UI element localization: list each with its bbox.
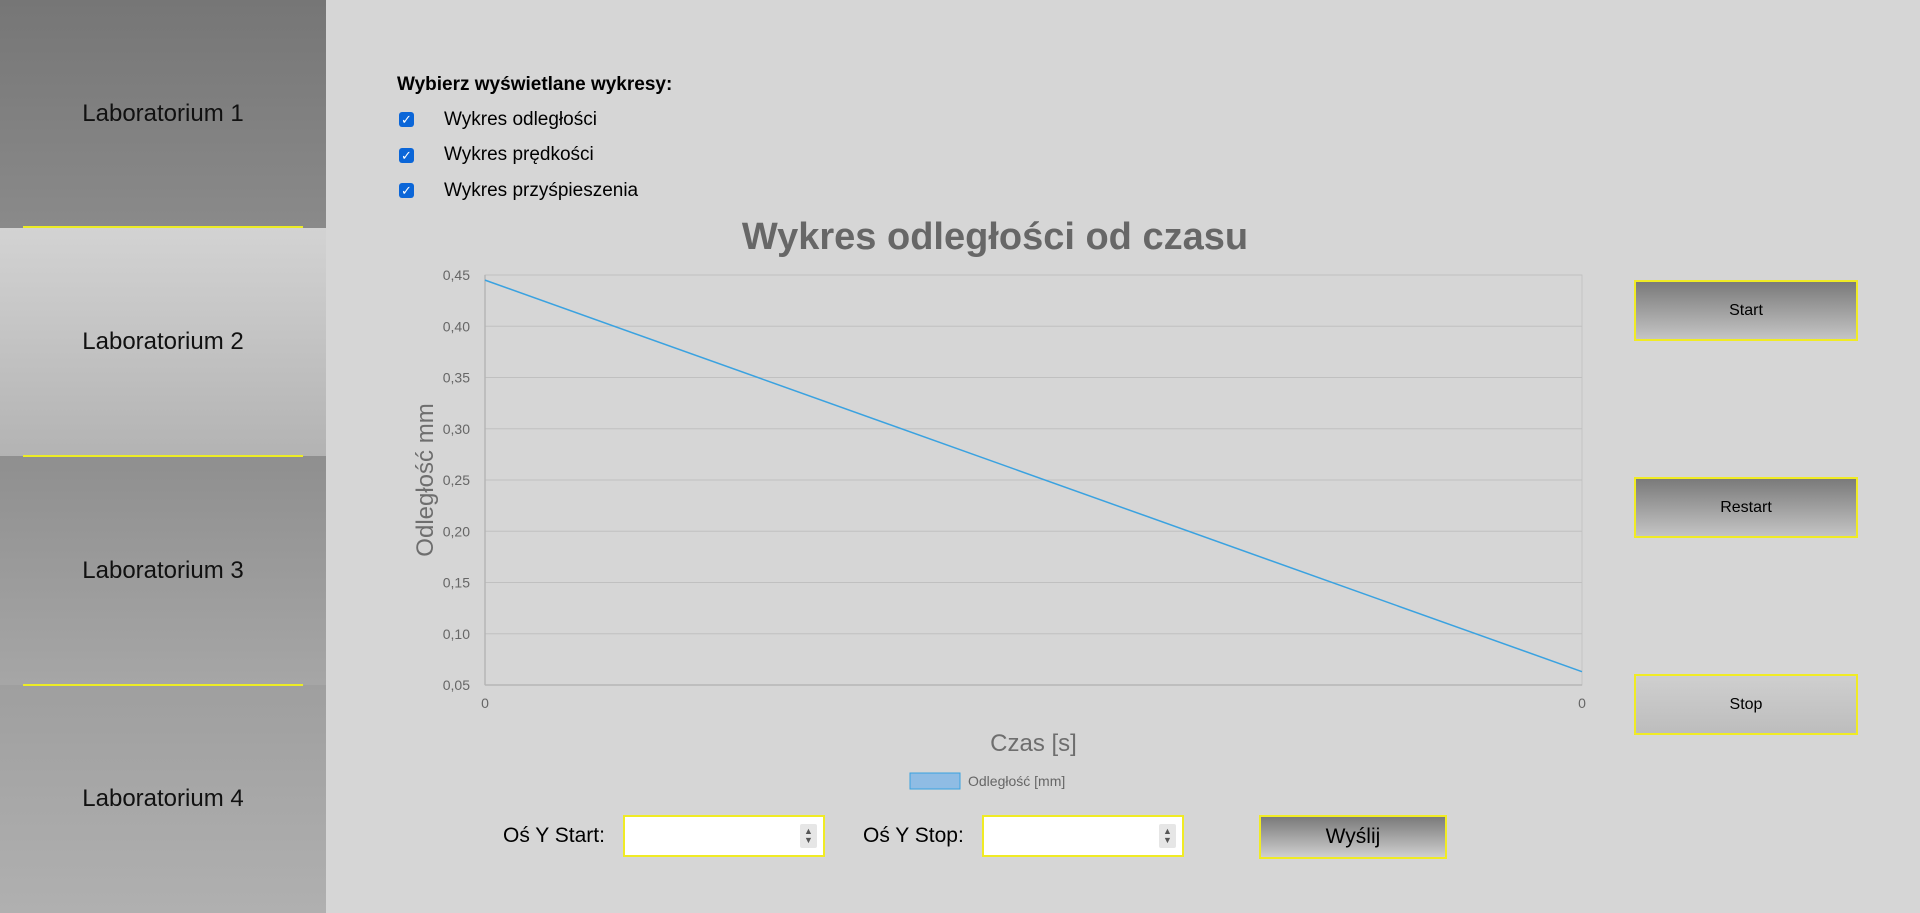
sidebar-divider bbox=[23, 455, 303, 457]
chart-selector-title: Wybierz wyświetlane wykresy: bbox=[397, 74, 673, 95]
checkbox-label: Wykres odległości bbox=[444, 108, 597, 130]
checkbox-acceleration[interactable]: ✓ bbox=[399, 183, 414, 199]
sidebar-divider bbox=[23, 684, 303, 686]
y-axis-title: Odległość mm bbox=[412, 403, 439, 556]
y-tick-label: 0,15 bbox=[443, 575, 470, 591]
send-button[interactable]: Wyślij bbox=[1259, 815, 1447, 859]
checkbox-distance[interactable]: ✓ bbox=[399, 112, 414, 128]
y-tick-label: 0,05 bbox=[443, 677, 470, 693]
checkbox-row-acceleration: ✓ Wykres przyśpieszenia bbox=[397, 173, 672, 209]
y-start-label: Oś Y Start: bbox=[503, 824, 605, 847]
sidebar-item-laboratorium-1[interactable]: Laboratorium 1 bbox=[0, 0, 326, 228]
legend-label: Odległość [mm] bbox=[968, 773, 1065, 789]
sidebar-divider bbox=[23, 226, 303, 228]
restart-button[interactable]: Restart bbox=[1634, 477, 1858, 538]
checkbox-label: Wykres prędkości bbox=[444, 144, 594, 166]
distance-chart: 0,45 0,40 0,35 0,30 0,25 0,20 0,15 0,10 0,05 0 0 Cz… bbox=[412, 267, 1586, 790]
y-tick-label: 0,20 bbox=[443, 523, 470, 539]
x-tick-label: 0 bbox=[481, 695, 489, 711]
checkbox-row-velocity: ✓ Wykres prędkości bbox=[397, 138, 672, 174]
y-tick-label: 0,40 bbox=[443, 318, 470, 334]
sidebar-item-label: Laboratorium 2 bbox=[82, 328, 244, 355]
y-tick-label: 0,30 bbox=[443, 421, 470, 437]
spinner-icon[interactable]: ▲ ▼ bbox=[800, 824, 817, 848]
checkbox-row-distance: ✓ Wykres odległości bbox=[397, 102, 672, 138]
checkbox-label: Wykres przyśpieszenia bbox=[444, 179, 639, 201]
y-tick-label: 0,25 bbox=[443, 472, 470, 488]
y-tick-label: 0,45 bbox=[443, 267, 470, 283]
sidebar-item-laboratorium-4[interactable]: Laboratorium 4 bbox=[0, 685, 326, 913]
sidebar-item-laboratorium-3[interactable]: Laboratorium 3 bbox=[0, 456, 326, 685]
y-tick-label: 0,10 bbox=[443, 626, 470, 642]
legend-swatch bbox=[909, 772, 961, 790]
sidebar-item-laboratorium-2[interactable]: Laboratorium 2 bbox=[0, 228, 326, 456]
stop-button[interactable]: Stop bbox=[1634, 674, 1858, 735]
sidebar-item-label: Laboratorium 3 bbox=[82, 556, 244, 584]
y-stop-input[interactable]: ▲ ▼ bbox=[982, 815, 1184, 857]
checkbox-velocity[interactable]: ✓ bbox=[399, 147, 414, 163]
series-line bbox=[484, 279, 1583, 673]
start-button[interactable]: Start bbox=[1634, 280, 1858, 341]
x-tick-label: 0 bbox=[1578, 695, 1586, 711]
x-axis-title: Czas [s] bbox=[990, 730, 1077, 757]
sidebar-item-label: Laboratorium 4 bbox=[82, 785, 244, 812]
chart-title: Wykres odległości od czasu bbox=[741, 216, 1249, 258]
chart-selector: Wybierz wyświetlane wykresy: ✓ Wykres od… bbox=[397, 74, 672, 209]
y-start-input[interactable]: ▲ ▼ bbox=[623, 815, 825, 857]
y-tick-label: 0,35 bbox=[443, 370, 470, 386]
sidebar-item-label: Laboratorium 1 bbox=[82, 100, 244, 127]
spinner-icon[interactable]: ▲ ▼ bbox=[1159, 824, 1176, 848]
sidebar: Laboratorium 1 Laboratorium 2 Laboratori… bbox=[0, 0, 326, 913]
y-stop-label: Oś Y Stop: bbox=[863, 824, 964, 847]
